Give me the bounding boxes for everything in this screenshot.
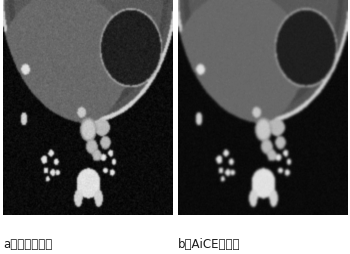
Text: b：AiCE再構成: b：AiCE再構成 (178, 239, 240, 251)
Text: a：従来再構成: a：従来再構成 (3, 239, 52, 251)
